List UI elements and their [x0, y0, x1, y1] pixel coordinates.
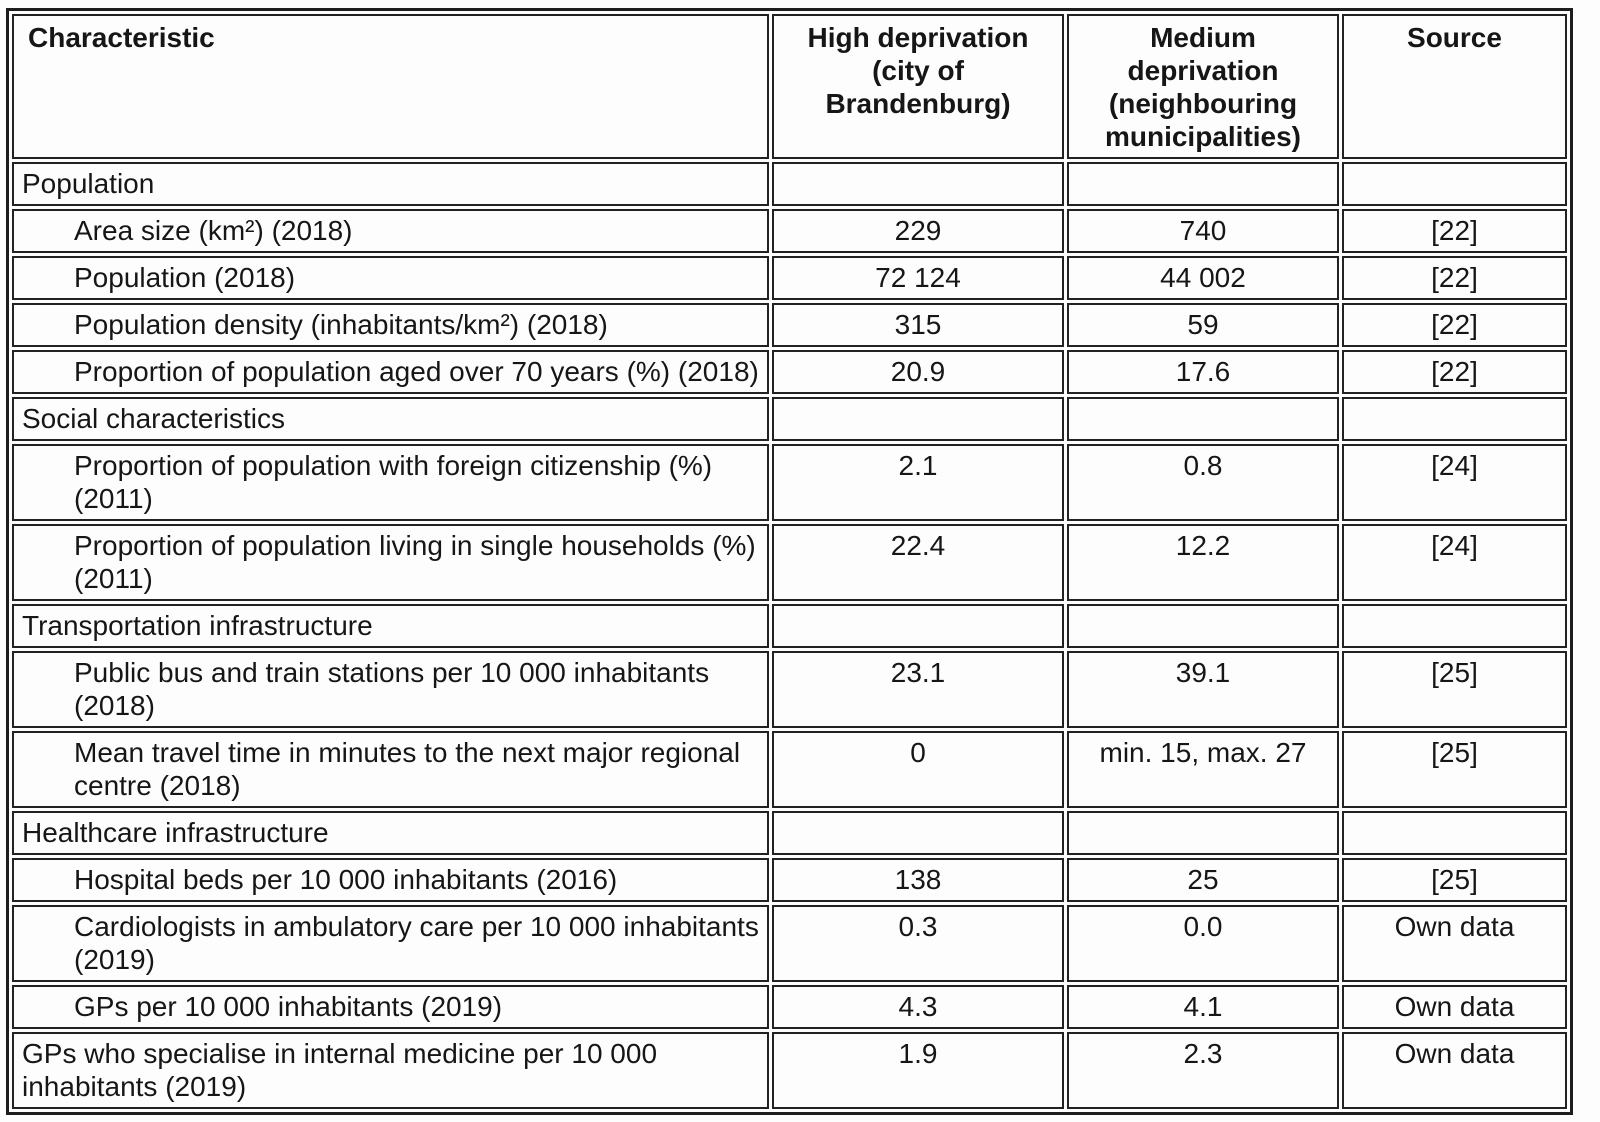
high-deprivation-value-cell: 138	[772, 858, 1064, 902]
section-row: Healthcare infrastructure	[12, 811, 1567, 855]
source-cell: Own data	[1342, 1032, 1567, 1109]
table-row: Population (2018) 72 124 44 002 [22]	[12, 256, 1567, 300]
section-row: Population	[12, 162, 1567, 206]
table-row: GPs who specialise in internal medicine …	[12, 1032, 1567, 1109]
characteristic-cell: Public bus and train stations per 10 000…	[12, 651, 769, 728]
source-cell: [22]	[1342, 256, 1567, 300]
table-row: Cardiologists in ambulatory care per 10 …	[12, 905, 1567, 982]
characteristic-cell: Proportion of population living in singl…	[12, 524, 769, 601]
medium-deprivation-value-cell: 12.2	[1067, 524, 1339, 601]
medium-deprivation-value-cell: 740	[1067, 209, 1339, 253]
high-deprivation-value-cell: 23.1	[772, 651, 1064, 728]
high-deprivation-value-cell: 0	[772, 731, 1064, 808]
source-cell	[1342, 811, 1567, 855]
source-cell: [24]	[1342, 524, 1567, 601]
table-row: Proportion of population living in singl…	[12, 524, 1567, 601]
high-deprivation-value-cell: 0.3	[772, 905, 1064, 982]
medium-deprivation-value-cell: 4.1	[1067, 985, 1339, 1029]
table-row: Public bus and train stations per 10 000…	[12, 651, 1567, 728]
medium-deprivation-value-cell	[1067, 162, 1339, 206]
medium-deprivation-value-cell: 2.3	[1067, 1032, 1339, 1109]
table-header: Characteristic High deprivation (city of…	[12, 14, 1567, 159]
medium-deprivation-value-cell: 25	[1067, 858, 1339, 902]
source-cell	[1342, 397, 1567, 441]
characteristic-cell: Population (2018)	[12, 256, 769, 300]
header-row: Characteristic High deprivation (city of…	[12, 14, 1567, 159]
table-footnote: GP, general practitioner.	[6, 1115, 1592, 1122]
header-characteristic: Characteristic	[12, 14, 769, 159]
table-row: Area size (km²) (2018) 229 740 [22]	[12, 209, 1567, 253]
high-deprivation-value-cell: 229	[772, 209, 1064, 253]
high-deprivation-value-cell: 72 124	[772, 256, 1064, 300]
section-label-cell: Social characteristics	[12, 397, 769, 441]
table-row: Population density (inhabitants/km²) (20…	[12, 303, 1567, 347]
section-label-cell: Healthcare infrastructure	[12, 811, 769, 855]
header-source: Source	[1342, 14, 1567, 159]
medium-deprivation-value-cell: 59	[1067, 303, 1339, 347]
table-body: Population Area size (km²) (2018) 229 740 [2…	[12, 162, 1567, 1109]
characteristic-cell: Mean travel time in minutes to the next …	[12, 731, 769, 808]
characteristic-cell: Area size (km²) (2018)	[12, 209, 769, 253]
high-deprivation-value-cell: 22.4	[772, 524, 1064, 601]
table-row: GPs per 10 000 inhabitants (2019) 4.3 4.1 O…	[12, 985, 1567, 1029]
header-high-deprivation: High deprivation (city of Brandenburg)	[772, 14, 1064, 159]
source-cell: [25]	[1342, 858, 1567, 902]
characteristic-cell: Population density (inhabitants/km²) (20…	[12, 303, 769, 347]
source-cell: [25]	[1342, 651, 1567, 728]
source-cell	[1342, 162, 1567, 206]
high-deprivation-value-cell	[772, 162, 1064, 206]
medium-deprivation-value-cell	[1067, 811, 1339, 855]
medium-deprivation-value-cell	[1067, 604, 1339, 648]
medium-deprivation-value-cell: min. 15, max. 27	[1067, 731, 1339, 808]
high-deprivation-value-cell: 2.1	[772, 444, 1064, 521]
source-cell: [24]	[1342, 444, 1567, 521]
source-cell	[1342, 604, 1567, 648]
medium-deprivation-value-cell	[1067, 397, 1339, 441]
section-row: Transportation infrastructure	[12, 604, 1567, 648]
characteristic-cell: Proportion of population with foreign ci…	[12, 444, 769, 521]
medium-deprivation-value-cell: 0.8	[1067, 444, 1339, 521]
section-label-cell: Population	[12, 162, 769, 206]
header-medium-deprivation: Medium deprivation (neighbouring municip…	[1067, 14, 1339, 159]
section-row: Social characteristics	[12, 397, 1567, 441]
section-label-cell: Transportation infrastructure	[12, 604, 769, 648]
characteristics-table: Characteristic High deprivation (city of…	[6, 8, 1573, 1115]
high-deprivation-value-cell: 20.9	[772, 350, 1064, 394]
table-row: Hospital beds per 10 000 inhabitants (20…	[12, 858, 1567, 902]
source-cell: [22]	[1342, 303, 1567, 347]
high-deprivation-value-cell	[772, 811, 1064, 855]
medium-deprivation-value-cell: 44 002	[1067, 256, 1339, 300]
medium-deprivation-value-cell: 0.0	[1067, 905, 1339, 982]
high-deprivation-value-cell: 315	[772, 303, 1064, 347]
source-cell: [22]	[1342, 209, 1567, 253]
characteristic-cell: Cardiologists in ambulatory care per 10 …	[12, 905, 769, 982]
medium-deprivation-value-cell: 17.6	[1067, 350, 1339, 394]
characteristic-cell: Hospital beds per 10 000 inhabitants (20…	[12, 858, 769, 902]
high-deprivation-value-cell	[772, 397, 1064, 441]
source-cell: Own data	[1342, 985, 1567, 1029]
source-cell: [25]	[1342, 731, 1567, 808]
source-cell: Own data	[1342, 905, 1567, 982]
high-deprivation-value-cell: 4.3	[772, 985, 1064, 1029]
table-row: Mean travel time in minutes to the next …	[12, 731, 1567, 808]
high-deprivation-value-cell	[772, 604, 1064, 648]
high-deprivation-value-cell: 1.9	[772, 1032, 1064, 1109]
table-row: Proportion of population aged over 70 ye…	[12, 350, 1567, 394]
source-cell: [22]	[1342, 350, 1567, 394]
table-row: Proportion of population with foreign ci…	[12, 444, 1567, 521]
characteristic-cell: Proportion of population aged over 70 ye…	[12, 350, 769, 394]
medium-deprivation-value-cell: 39.1	[1067, 651, 1339, 728]
characteristic-cell: GPs who specialise in internal medicine …	[12, 1032, 769, 1109]
characteristic-cell: GPs per 10 000 inhabitants (2019)	[12, 985, 769, 1029]
